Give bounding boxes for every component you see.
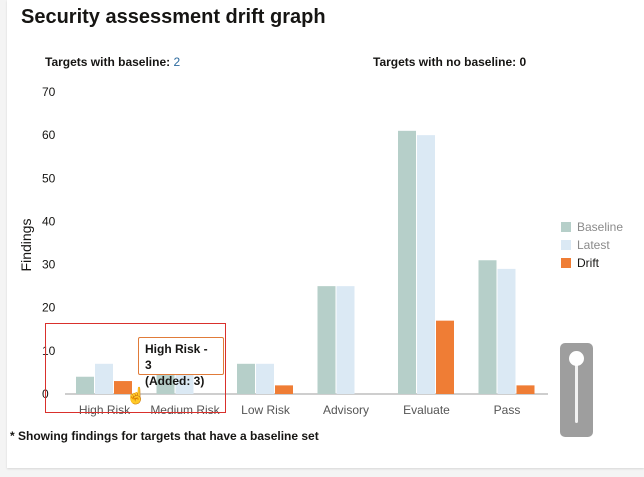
- bar-drift[interactable]: [516, 385, 535, 394]
- y-tick-label: 70: [42, 85, 56, 99]
- tooltip-line-1: High Risk - 3: [145, 342, 208, 372]
- x-tick-label: Advisory: [323, 403, 369, 417]
- bar-drift[interactable]: [436, 320, 454, 394]
- bar-baseline[interactable]: [398, 130, 416, 395]
- selection-highlight-box: [45, 323, 226, 413]
- targets-with-baseline-value[interactable]: 2: [173, 55, 181, 69]
- bar-baseline[interactable]: [76, 376, 94, 394]
- targets-no-baseline: Targets with no baseline: 0: [373, 55, 526, 69]
- chart-legend: Baseline Latest Drift: [561, 218, 623, 272]
- y-tick-label: 30: [42, 258, 56, 272]
- bar-latest[interactable]: [336, 286, 355, 394]
- bar-tooltip: High Risk - 3 (Added: 3): [138, 337, 224, 388]
- targets-no-baseline-value: 0: [519, 55, 527, 69]
- targets-no-baseline-label: Targets with no baseline:: [373, 55, 517, 69]
- targets-with-baseline: Targets with baseline: 2: [45, 55, 180, 69]
- legend-item-drift[interactable]: Drift: [561, 254, 623, 272]
- x-tick-label: Medium Risk: [150, 403, 220, 417]
- bar-drift[interactable]: [275, 385, 293, 394]
- legend-swatch-drift: [561, 258, 571, 268]
- page-title: Security assessment drift graph: [21, 6, 326, 28]
- bar-latest[interactable]: [256, 363, 274, 394]
- bar-drift[interactable]: [114, 381, 132, 394]
- y-tick-label: 20: [42, 301, 56, 315]
- legend-item-latest[interactable]: Latest: [561, 236, 623, 254]
- slider-track[interactable]: [575, 359, 578, 423]
- bar-latest[interactable]: [497, 268, 516, 394]
- chart-footnote: * Showing findings for targets that have…: [10, 429, 319, 443]
- x-tick-label: Evaluate: [403, 403, 450, 417]
- x-tick-label: High Risk: [79, 403, 131, 417]
- bar-baseline[interactable]: [237, 363, 255, 394]
- bar-baseline[interactable]: [317, 286, 336, 394]
- zoom-slider[interactable]: [560, 343, 593, 437]
- legend-label-latest: Latest: [577, 238, 610, 252]
- y-tick-label: 50: [42, 171, 56, 185]
- y-axis-label: Findings: [18, 219, 34, 272]
- legend-label-baseline: Baseline: [577, 220, 624, 234]
- x-tick-label: Pass: [494, 403, 521, 417]
- legend-swatch-baseline: [561, 222, 571, 232]
- slider-handle[interactable]: [569, 351, 584, 366]
- y-tick-label: 40: [42, 214, 56, 228]
- tooltip-line-2: (Added: 3): [145, 374, 205, 388]
- y-tick-label: 60: [42, 128, 56, 142]
- bar-latest[interactable]: [417, 135, 435, 394]
- legend-label-drift: Drift: [577, 256, 599, 270]
- legend-swatch-latest: [561, 240, 571, 250]
- x-tick-label: Low Risk: [241, 403, 291, 417]
- legend-item-baseline[interactable]: Baseline: [561, 218, 623, 236]
- bar-latest[interactable]: [95, 363, 113, 394]
- targets-with-baseline-label: Targets with baseline:: [45, 55, 171, 69]
- hand-cursor-icon: ☝: [126, 388, 146, 405]
- bar-baseline[interactable]: [478, 260, 497, 394]
